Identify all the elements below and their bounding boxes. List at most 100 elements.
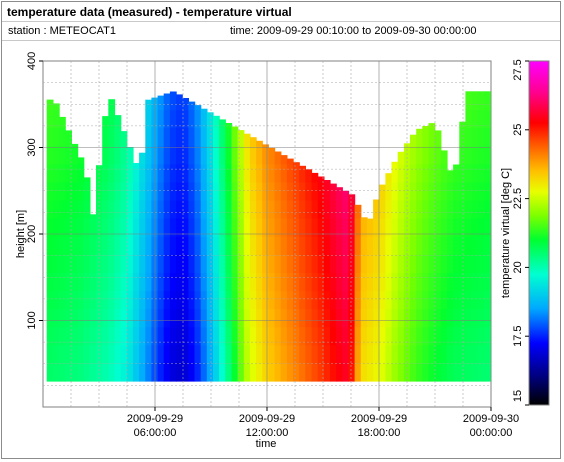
- heatmap-cell: [194, 199, 202, 219]
- heatmap-cell: [385, 326, 393, 346]
- heatmap-cell: [471, 163, 479, 183]
- heatmap-cell: [360, 272, 368, 292]
- heatmap-cell: [299, 362, 306, 382]
- heatmap-cell: [65, 236, 72, 255]
- heatmap-cell: [373, 218, 380, 237]
- heatmap-cell: [83, 362, 91, 382]
- heatmap-cell: [336, 236, 343, 255]
- heatmap-cell: [200, 108, 208, 110]
- heatmap-cell: [447, 254, 454, 273]
- heatmap-cell: [237, 308, 245, 328]
- heatmap-cell: [237, 145, 245, 165]
- heatmap-cell: [385, 218, 393, 237]
- heatmap-cell: [249, 254, 257, 273]
- heatmap-cell: [120, 272, 128, 292]
- heatmap-cell: [120, 254, 128, 273]
- heatmap-cell: [188, 290, 196, 310]
- heatmap-cell: [403, 362, 411, 382]
- heatmap-cell: [305, 326, 313, 346]
- heatmap-cell: [342, 362, 350, 382]
- heatmap-cell: [157, 308, 165, 328]
- heatmap-cell: [71, 290, 79, 310]
- heatmap-cell: [213, 127, 220, 147]
- heatmap-cell: [354, 308, 362, 328]
- heatmap-cell: [336, 362, 343, 382]
- heatmap-cell: [243, 133, 251, 147]
- heatmap-cell: [145, 308, 153, 328]
- heatmap-cell: [145, 127, 153, 147]
- heatmap-cell: [126, 147, 134, 165]
- heatmap-cell: [59, 116, 66, 129]
- heatmap-cell: [477, 326, 485, 346]
- colorbar-tick-label: 17.5: [512, 325, 524, 346]
- heatmap-cell: [323, 344, 331, 364]
- heatmap-cell: [77, 163, 85, 183]
- heatmap-cell: [477, 362, 485, 382]
- heatmap-cell: [483, 181, 491, 201]
- heatmap-cell: [366, 326, 374, 346]
- heatmap-cell: [139, 152, 146, 165]
- heatmap-cell: [108, 99, 116, 110]
- heatmap-cell: [348, 236, 356, 255]
- heatmap-cell: [108, 290, 116, 310]
- heatmap-cell: [83, 218, 91, 237]
- heatmap-cell: [52, 199, 60, 219]
- heatmap-cell: [52, 181, 60, 201]
- heatmap-cell: [102, 344, 109, 364]
- heatmap-cell: [139, 218, 146, 237]
- heatmap-cell: [391, 218, 399, 237]
- colorbar-label: temperature virtual [deg C]: [500, 168, 512, 298]
- heatmap-cell: [206, 272, 214, 292]
- heatmap-cell: [311, 236, 319, 255]
- heatmap-cell: [286, 254, 294, 273]
- heatmap-cell: [428, 326, 436, 346]
- heatmap-cell: [410, 163, 417, 183]
- heatmap-cell: [330, 254, 337, 273]
- heatmap-cell: [120, 181, 128, 201]
- heatmap-cell: [132, 272, 140, 292]
- heatmap-cell: [305, 362, 313, 382]
- heatmap-cell: [83, 272, 91, 292]
- heatmap-cell: [366, 272, 374, 292]
- heatmap-cell: [256, 362, 263, 382]
- heatmap-cell: [114, 362, 122, 382]
- heatmap-cell: [126, 199, 134, 219]
- heatmap-cell: [459, 218, 467, 237]
- heatmap-cell: [243, 236, 251, 255]
- heatmap-cell: [206, 290, 214, 310]
- colorbar-tick-label: 27.5: [512, 59, 524, 80]
- heatmap-cell: [440, 326, 448, 346]
- heatmap-cell: [114, 308, 122, 328]
- heatmap-cell: [379, 218, 386, 237]
- heatmap-cell: [397, 199, 405, 219]
- heatmap-cell: [71, 181, 79, 201]
- heatmap-cell: [237, 344, 245, 364]
- x-axis-ticks: 2009-09-29 06:00:00 2009-09-29 12:00:00 2009…: [127, 407, 519, 439]
- heatmap-cell: [465, 181, 473, 201]
- heatmap-cell: [169, 181, 177, 201]
- heatmap-cell: [102, 199, 109, 219]
- heatmap-cell: [280, 181, 288, 201]
- heatmap-cell: [89, 254, 97, 273]
- heatmap-cell: [157, 344, 165, 364]
- heatmap-cell: [299, 290, 306, 310]
- heatmap-cell: [83, 177, 91, 183]
- heatmap-cell: [213, 145, 220, 165]
- heatmap-cell: [305, 181, 313, 201]
- heatmap-cell: [342, 236, 350, 255]
- heatmap-cell: [483, 145, 491, 165]
- heatmap-cell: [206, 254, 214, 273]
- heatmap-cell: [280, 290, 288, 310]
- heatmap-cell: [126, 344, 134, 364]
- heatmap-cell: [219, 326, 226, 346]
- heatmap-cell: [231, 199, 239, 219]
- heatmap-cell: [89, 236, 97, 255]
- heatmap-cell: [471, 199, 479, 219]
- heatmap-cell: [471, 272, 479, 292]
- heatmap-cell: [102, 236, 109, 255]
- heatmap-cell: [145, 109, 153, 129]
- heatmap-cell: [262, 362, 269, 382]
- heatmap-cell: [59, 199, 66, 219]
- heatmap-cell: [397, 272, 405, 292]
- heatmap-cell: [268, 254, 276, 273]
